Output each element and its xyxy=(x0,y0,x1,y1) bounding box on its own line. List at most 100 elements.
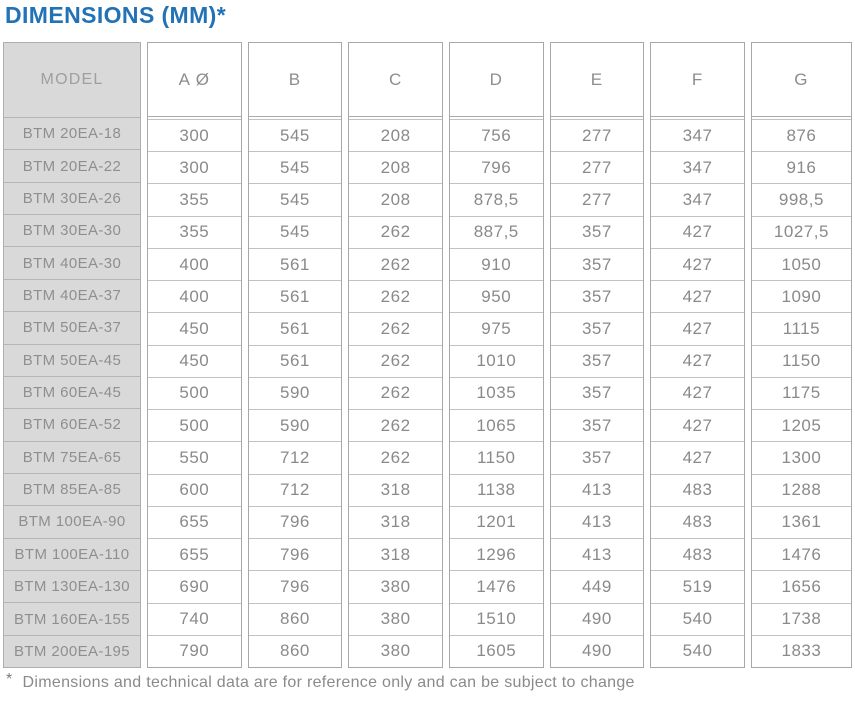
value-cell: 347 xyxy=(651,151,744,183)
value-cell: 712 xyxy=(248,473,342,506)
model-cell: BTM 20EA-22 xyxy=(4,149,140,181)
model-column: MODEL BTM 20EA-18 BTM 20EA-22 BTM 30EA-26 BT… xyxy=(3,42,141,668)
value-cell: 347 xyxy=(651,119,744,151)
value-cell: 427 xyxy=(651,280,744,312)
value-cell: 1656 xyxy=(751,570,851,602)
value-cell: 300 xyxy=(148,119,241,151)
value-cell: 1288 xyxy=(751,473,851,506)
model-cell: BTM 200EA-195 xyxy=(4,634,140,667)
value-cell: 796 xyxy=(248,570,342,602)
value-cell: 1476 xyxy=(751,538,851,570)
value-cell: 690 xyxy=(148,570,241,602)
model-cell: BTM 85EA-85 xyxy=(4,472,140,505)
value-cell: 449 xyxy=(550,570,644,602)
value-cell: 756 xyxy=(449,119,543,151)
footnote-text: Dimensions and technical data are for re… xyxy=(22,674,635,691)
value-cell: 427 xyxy=(651,247,744,280)
value-cell: 380 xyxy=(349,570,442,602)
value-cell: 790 xyxy=(148,634,241,667)
value-column: G 876 916 998,5 1027,5 1050 1090 1115 1150 1175 12… xyxy=(750,42,852,668)
value-cell: 1476 xyxy=(449,570,543,602)
model-cell: BTM 100EA-90 xyxy=(4,505,140,537)
value-cell: 500 xyxy=(148,376,241,409)
column-header: E xyxy=(550,43,644,117)
value-cell: 300 xyxy=(148,151,241,183)
footnote: * Dimensions and technical data are for r… xyxy=(6,671,635,692)
value-cell: 427 xyxy=(651,441,744,473)
value-cell: 380 xyxy=(349,602,442,635)
value-cell: 450 xyxy=(148,344,241,377)
value-cell: 545 xyxy=(248,119,342,151)
value-cell: 998,5 xyxy=(751,183,851,215)
model-cell: BTM 20EA-18 xyxy=(4,117,140,149)
value-cell: 910 xyxy=(449,247,543,280)
value-cell: 450 xyxy=(148,312,241,344)
model-cell: BTM 40EA-30 xyxy=(4,246,140,278)
model-cell: BTM 160EA-155 xyxy=(4,602,140,634)
value-cell: 483 xyxy=(651,505,744,538)
value-cell: 1035 xyxy=(449,376,543,409)
value-cell: 357 xyxy=(550,376,644,409)
value-cell: 975 xyxy=(449,312,543,344)
value-cell: 1201 xyxy=(449,505,543,538)
value-cell: 1150 xyxy=(751,344,851,377)
value-cell: 655 xyxy=(148,505,241,538)
value-cell: 262 xyxy=(349,215,442,248)
value-cell: 519 xyxy=(651,570,744,602)
value-cell: 427 xyxy=(651,215,744,248)
value-cell: 380 xyxy=(349,634,442,667)
model-cell: BTM 40EA-37 xyxy=(4,278,140,311)
value-column: C 208 208 208 262 262 262 262 262 262 262 262 318 318… xyxy=(348,42,443,668)
value-cell: 262 xyxy=(349,312,442,344)
value-cell: 413 xyxy=(550,505,644,538)
model-cell: BTM 60EA-45 xyxy=(4,375,140,408)
value-cell: 1090 xyxy=(751,280,851,312)
value-cell: 357 xyxy=(550,344,644,377)
value-cell: 1027,5 xyxy=(751,215,851,248)
value-cell: 500 xyxy=(148,409,241,441)
value-cell: 740 xyxy=(148,602,241,635)
value-cell: 655 xyxy=(148,538,241,570)
value-cell: 796 xyxy=(449,151,543,183)
value-cell: 712 xyxy=(248,441,342,473)
value-cell: 1833 xyxy=(751,634,851,667)
footnote-asterisk: * xyxy=(6,671,13,688)
value-cell: 1605 xyxy=(449,634,543,667)
value-cell: 357 xyxy=(550,215,644,248)
value-cell: 413 xyxy=(550,473,644,506)
value-cell: 860 xyxy=(248,634,342,667)
value-cell: 262 xyxy=(349,376,442,409)
value-cell: 950 xyxy=(449,280,543,312)
column-header: B xyxy=(248,43,342,117)
column-header: F xyxy=(651,43,744,117)
column-header: A Ø xyxy=(148,43,241,117)
value-cell: 277 xyxy=(550,119,644,151)
model-cell: BTM 50EA-37 xyxy=(4,311,140,343)
value-cell: 427 xyxy=(651,376,744,409)
value-cell: 400 xyxy=(148,280,241,312)
value-cell: 357 xyxy=(550,441,644,473)
value-cell: 357 xyxy=(550,280,644,312)
value-cell: 561 xyxy=(248,280,342,312)
value-cell: 561 xyxy=(248,312,342,344)
value-cell: 796 xyxy=(248,538,342,570)
model-cell: BTM 30EA-30 xyxy=(4,214,140,246)
value-cell: 400 xyxy=(148,247,241,280)
value-cell: 1510 xyxy=(449,602,543,635)
value-cell: 1065 xyxy=(449,409,543,441)
value-cell: 262 xyxy=(349,280,442,312)
value-cell: 878,5 xyxy=(449,183,543,215)
value-cell: 590 xyxy=(248,376,342,409)
value-cell: 427 xyxy=(651,312,744,344)
value-cell: 1300 xyxy=(751,441,851,473)
value-cell: 355 xyxy=(148,183,241,215)
value-cell: 561 xyxy=(248,344,342,377)
value-cell: 357 xyxy=(550,247,644,280)
value-cell: 1361 xyxy=(751,505,851,538)
model-cell: BTM 75EA-65 xyxy=(4,440,140,473)
model-cell: BTM 130EA-130 xyxy=(4,570,140,602)
model-cell: BTM 50EA-45 xyxy=(4,343,140,376)
value-cell: 1205 xyxy=(751,409,851,441)
value-cell: 600 xyxy=(148,473,241,506)
